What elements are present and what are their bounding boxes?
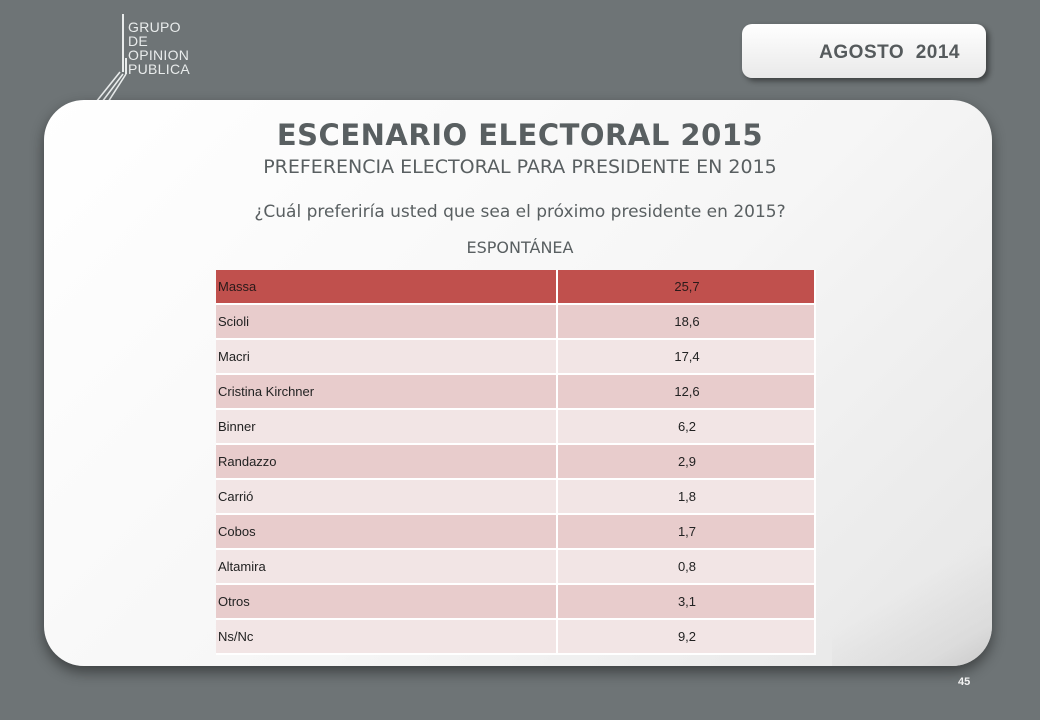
candidate-name: Scioli xyxy=(216,304,558,340)
candidate-value: 1,8 xyxy=(557,479,816,515)
candidate-value: 9,2 xyxy=(557,619,816,655)
page-number: 45 xyxy=(958,676,971,688)
logo-line: DE xyxy=(128,33,149,49)
candidate-value: 17,4 xyxy=(557,339,816,375)
table-row: Cristina Kirchner 12,6 xyxy=(216,374,816,410)
date-label: AGOSTO 2014 xyxy=(819,42,960,63)
table-row: Scioli 18,6 xyxy=(216,304,816,340)
candidate-value: 0,8 xyxy=(557,549,816,585)
table-row: Binner 6,2 xyxy=(216,409,816,445)
table-row: Cobos 1,7 xyxy=(216,514,816,550)
candidate-name: Altamira xyxy=(216,549,558,585)
candidate-name: Cobos xyxy=(216,514,558,550)
table-row: Carrió 1,8 xyxy=(216,479,816,515)
page-title: ESCENARIO ELECTORAL 2015 xyxy=(276,118,764,152)
table-row: Randazzo 2,9 xyxy=(216,444,816,480)
table-row: Ns/Nc 9,2 xyxy=(216,619,816,655)
candidate-name: Randazzo xyxy=(216,444,558,480)
results-table: Massa 25,7 Scioli 18,6 Macri 17,4 Cristi… xyxy=(216,270,816,655)
candidate-value: 18,6 xyxy=(557,304,816,340)
candidate-name: Cristina Kirchner xyxy=(216,374,558,410)
page-subtitle: PREFERENCIA ELECTORAL PARA PRESIDENTE EN… xyxy=(263,156,777,178)
candidate-name: Macri xyxy=(216,339,558,375)
table-row: Altamira 0,8 xyxy=(216,549,816,585)
candidate-name: Massa xyxy=(216,270,558,305)
date-badge: AGOSTO 2014 xyxy=(742,24,986,78)
logo-line: OPINION xyxy=(128,47,190,63)
logo-line: PUBLICA xyxy=(128,61,191,77)
logo-mark xyxy=(96,14,127,102)
candidate-value: 2,9 xyxy=(557,444,816,480)
candidate-value: 6,2 xyxy=(557,409,816,445)
table-row: Otros 3,1 xyxy=(216,584,816,620)
logo-text: GRUPO DE OPINION PUBLICA xyxy=(128,20,190,76)
table-row: Macri 17,4 xyxy=(216,339,816,375)
logo-line: GRUPO xyxy=(128,19,181,35)
survey-question: ¿Cuál preferiría usted que sea el próxim… xyxy=(254,202,786,222)
candidate-value: 3,1 xyxy=(557,584,816,620)
table-row: Massa 25,7 xyxy=(216,270,816,305)
candidate-value: 12,6 xyxy=(557,374,816,410)
candidate-name: Carrió xyxy=(216,479,558,515)
candidate-name: Otros xyxy=(216,584,558,620)
candidate-name: Binner xyxy=(216,409,558,445)
candidate-name: Ns/Nc xyxy=(216,619,558,655)
page-curl-decoration xyxy=(832,546,992,666)
response-type-label: ESPONTÁNEA xyxy=(466,238,574,257)
candidate-value: 25,7 xyxy=(557,270,816,305)
candidate-value: 1,7 xyxy=(557,514,816,550)
